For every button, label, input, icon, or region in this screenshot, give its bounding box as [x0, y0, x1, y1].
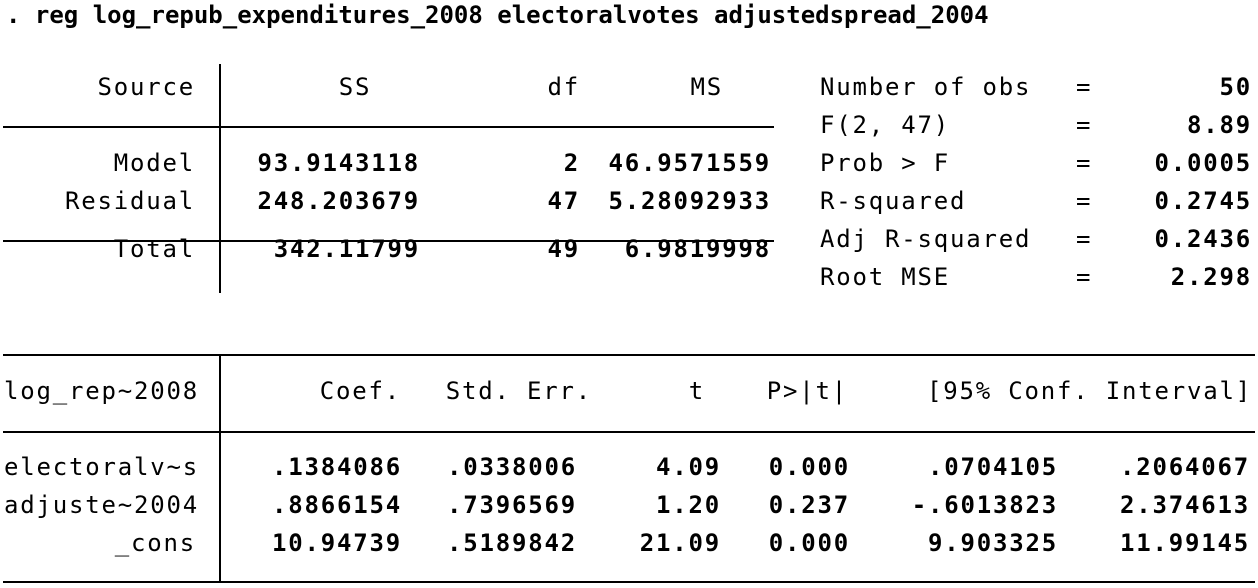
- coef-divider-header: [3, 431, 1255, 433]
- coef-row-t: 1.20: [656, 491, 721, 519]
- stat-value: 2.298: [1170, 263, 1252, 291]
- stat-label: Number of obs: [820, 73, 1032, 101]
- stat-value: 8.89: [1187, 111, 1252, 139]
- anova-row-source: Residual: [65, 187, 195, 215]
- coef-row-ci-low: .0704105: [928, 453, 1058, 481]
- coef-row-p: 0.000: [768, 529, 850, 557]
- coef-row-t: 21.09: [639, 529, 721, 557]
- stat-equals: =: [1076, 149, 1091, 177]
- coef-vertical-rule: [219, 354, 221, 583]
- stat-equals: =: [1076, 111, 1091, 139]
- coef-row-ci-high: .2064067: [1120, 453, 1250, 481]
- coef-header-p: P>|t|: [766, 377, 848, 405]
- stat-label: R-squared: [820, 187, 967, 215]
- stat-label: F(2, 47): [820, 111, 950, 139]
- coef-header-coef: Coef.: [319, 377, 401, 405]
- coef-divider-bottom: [3, 581, 1255, 583]
- stat-label: Adj R-squared: [820, 225, 1032, 253]
- coef-row-p: 0.237: [768, 491, 850, 519]
- anova-header-ms: MS: [690, 73, 723, 101]
- anova-row-df: 2: [563, 149, 580, 177]
- anova-row-ss: 248.203679: [257, 187, 420, 215]
- anova-row-ms: 6.9819998: [624, 235, 771, 263]
- anova-header-df: df: [547, 73, 580, 101]
- stat-value: 50: [1219, 73, 1252, 101]
- coef-header-se: Std. Err.: [445, 377, 592, 405]
- stat-value: 0.0005: [1154, 149, 1252, 177]
- stat-label: Prob > F: [820, 149, 950, 177]
- anova-row-source: Total: [113, 235, 195, 263]
- coef-row-ci-low: -.6013823: [911, 491, 1058, 519]
- coef-row-var: _cons: [114, 529, 196, 557]
- coef-row-var: adjuste~2004: [4, 491, 199, 519]
- anova-row-ms: 5.28092933: [608, 187, 771, 215]
- coef-row-se: .7396569: [447, 491, 577, 519]
- stat-equals: =: [1076, 73, 1091, 101]
- anova-vertical-rule: [219, 64, 221, 293]
- coef-row-se: .5189842: [447, 529, 577, 557]
- coef-row-p: 0.000: [768, 453, 850, 481]
- stat-label: Root MSE: [820, 263, 950, 291]
- stat-value: 0.2745: [1154, 187, 1252, 215]
- anova-divider-top: [3, 126, 774, 128]
- coef-row-se: .0338006: [447, 453, 577, 481]
- stat-equals: =: [1076, 187, 1091, 215]
- anova-header-source: Source: [97, 73, 195, 101]
- anova-row-source: Model: [113, 149, 195, 177]
- anova-row-df: 47: [547, 187, 580, 215]
- coef-row-ci-high: 2.374613: [1120, 491, 1250, 519]
- coef-row-t: 4.09: [656, 453, 721, 481]
- coef-header-t: t: [688, 377, 705, 405]
- anova-row-ss: 342.11799: [273, 235, 420, 263]
- coef-row-coef: 10.94739: [272, 529, 402, 557]
- coef-row-coef: .8866154: [272, 491, 402, 519]
- coef-divider-top: [3, 354, 1255, 356]
- anova-header-ss: SS: [338, 73, 372, 101]
- coef-row-var: electoralv~s: [4, 453, 199, 481]
- stat-equals: =: [1076, 263, 1091, 291]
- coef-row-coef: .1384086: [272, 453, 402, 481]
- anova-row-df: 49: [547, 235, 580, 263]
- anova-row-ms: 46.9571559: [608, 149, 771, 177]
- coef-row-ci-low: 9.903325: [928, 529, 1058, 557]
- coef-header-var: log_rep~2008: [4, 377, 199, 405]
- command-line: . reg log_repub_expenditures_2008 electo…: [6, 1, 989, 29]
- stat-value: 0.2436: [1154, 225, 1252, 253]
- stat-equals: =: [1076, 225, 1091, 253]
- coef-row-ci-high: 11.99145: [1120, 529, 1250, 557]
- coef-header-ci: [95% Conf. Interval]: [927, 377, 1252, 405]
- anova-divider-bottom: [3, 240, 774, 242]
- anova-row-ss: 93.9143118: [257, 149, 420, 177]
